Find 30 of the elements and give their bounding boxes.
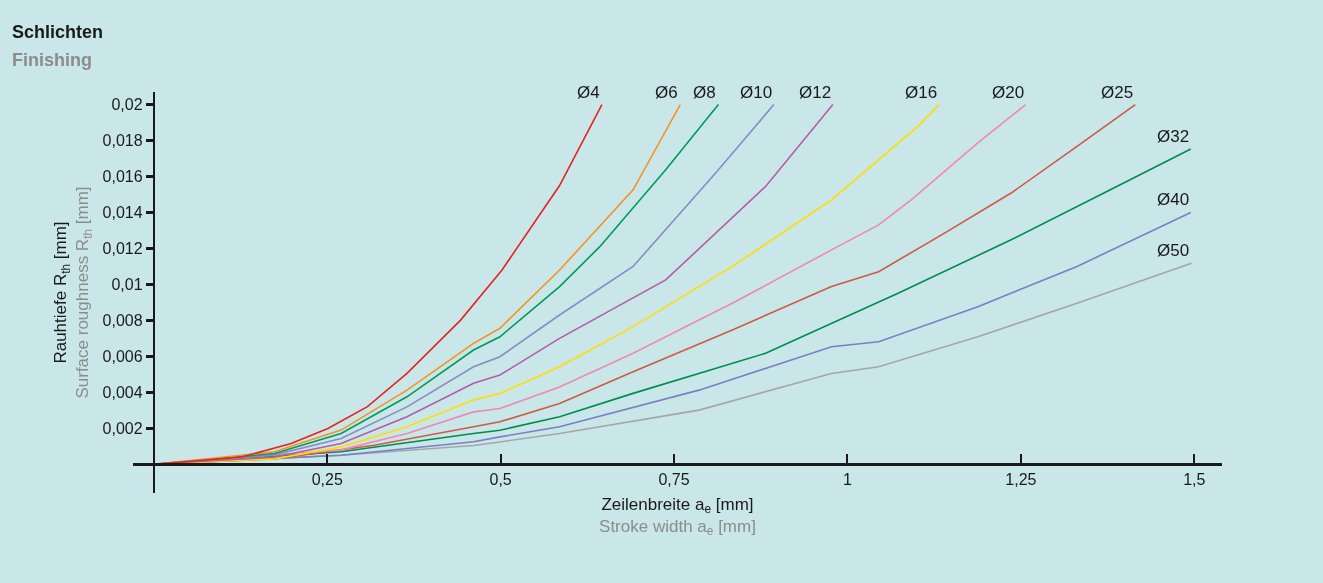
y-tick-label: 0,006 bbox=[102, 347, 143, 365]
y-tick-label: 0,01 bbox=[111, 276, 143, 294]
x-tick-label: 1 bbox=[842, 470, 852, 488]
y-tick-label: 0,018 bbox=[102, 132, 143, 150]
series-label: Ø20 bbox=[992, 83, 1025, 102]
series-label: Ø12 bbox=[799, 83, 832, 102]
y-tick-label: 0,002 bbox=[102, 419, 143, 437]
x-tick-label: 1,25 bbox=[1005, 470, 1037, 488]
series-label: Ø25 bbox=[1101, 83, 1134, 102]
y-tick-label: 0,014 bbox=[102, 204, 143, 222]
x-tick-label: 0,75 bbox=[658, 470, 690, 488]
series-label: Ø16 bbox=[905, 83, 938, 102]
x-tick-label: 1,5 bbox=[1183, 470, 1206, 488]
series-label: Ø8 bbox=[693, 83, 716, 102]
x-tick-label: 0,25 bbox=[311, 470, 343, 488]
y-tick-label: 0,004 bbox=[102, 383, 143, 401]
chart-title: Schlichten bbox=[12, 22, 104, 43]
series-label: Ø50 bbox=[1157, 241, 1190, 260]
chart-subtitle: Finishing bbox=[12, 50, 92, 71]
y-tick-label: 0,012 bbox=[102, 240, 143, 258]
series-label: Ø10 bbox=[740, 83, 773, 102]
x-axis-title: Zeilenbreite a$_{e}$ [mm] Stroke width a$_{e}$ [mm] bbox=[599, 494, 756, 539]
y-tick-label: 0,016 bbox=[102, 168, 143, 186]
series-label: Ø32 bbox=[1157, 127, 1190, 146]
series-label: Ø4 bbox=[577, 83, 600, 102]
series-label: Ø40 bbox=[1157, 190, 1190, 209]
series-label: Ø6 bbox=[655, 83, 678, 102]
y-tick-label: 0,008 bbox=[102, 311, 143, 329]
y-tick-label: 0,02 bbox=[111, 96, 143, 114]
x-tick-label: 0,5 bbox=[489, 470, 512, 488]
